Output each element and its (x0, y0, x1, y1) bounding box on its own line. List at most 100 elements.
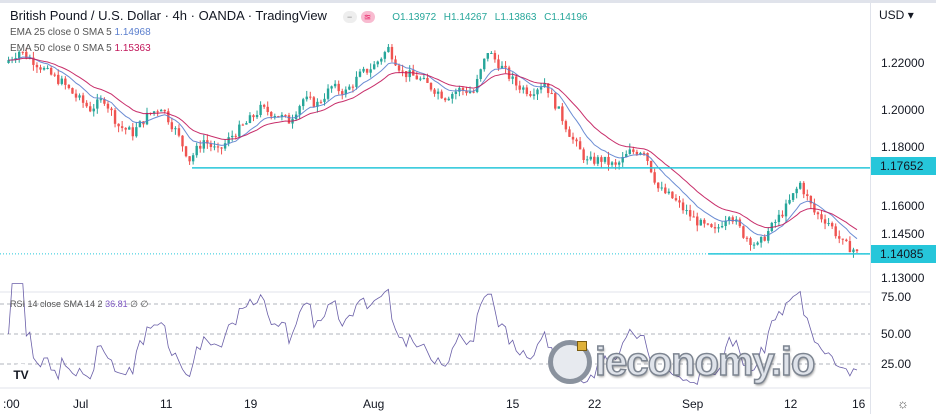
candle-body (213, 146, 216, 148)
candle-body (113, 110, 117, 124)
candle-body (610, 162, 614, 165)
candle-body (120, 126, 124, 128)
symbol-legend[interactable]: British Pound / U.S. Dollar · 4h · OANDA… (10, 8, 587, 23)
currency-selector[interactable]: USD ▾ (879, 8, 914, 22)
candle-body (131, 127, 134, 137)
candle-body (511, 76, 514, 79)
time-tick: 11 (160, 397, 173, 411)
price-axis[interactable]: USD ▾ 1.22000 1.20000 1.18000 1.16000 1.… (870, 0, 936, 414)
candle-body (220, 147, 223, 149)
candle-body (752, 244, 756, 246)
candle-body (653, 172, 656, 183)
minus-icon[interactable]: − (342, 10, 357, 23)
candle-body (67, 84, 71, 89)
candle-body (188, 156, 191, 162)
candle-body (433, 89, 436, 94)
candle-body (571, 136, 575, 140)
candle-body (475, 78, 479, 92)
candle-body (302, 99, 305, 107)
candle-body (539, 87, 543, 90)
candle-body (454, 91, 458, 94)
time-tick: 15 (506, 397, 520, 411)
candle-body (621, 157, 624, 163)
candle-body (440, 91, 443, 99)
candle-body (202, 140, 205, 149)
candle-body (337, 83, 340, 92)
candle-body (603, 156, 607, 162)
candle-body (550, 93, 553, 95)
candle-body (348, 86, 351, 90)
candle-body (46, 67, 49, 69)
candle-body (809, 196, 813, 204)
ema25-legend[interactable]: EMA 25 close 0 SMA 5 1.14968 (10, 27, 151, 38)
candle-body (749, 238, 752, 245)
candle-body (635, 151, 639, 155)
ohlc-low: L1.13863 (494, 12, 537, 23)
candle-body (472, 91, 475, 93)
candle-body (536, 89, 539, 95)
candle-body (174, 128, 177, 130)
candle-body (582, 149, 585, 160)
candle-body (387, 46, 390, 53)
candle-body (820, 214, 823, 220)
equal-icon[interactable]: ≊ (360, 10, 375, 23)
candle-body (25, 51, 28, 59)
candle-body (525, 87, 529, 95)
candle-body (199, 145, 202, 149)
settings-icon[interactable]: ☼ (897, 396, 909, 411)
candle-body (561, 106, 564, 122)
candle-body (841, 238, 844, 240)
time-tick: 22 (588, 397, 602, 411)
candle-body (557, 106, 560, 109)
candle-body (39, 67, 42, 70)
candle-body (110, 108, 113, 111)
candle-body (284, 114, 287, 116)
candle-body (128, 127, 131, 130)
candle-body (745, 237, 749, 239)
level-label-1: 1.17652 (871, 157, 936, 175)
candle-body (156, 111, 159, 113)
time-tick: :00 (3, 397, 20, 411)
candle-body (14, 58, 17, 60)
candle-body (554, 93, 557, 109)
candle-body (365, 68, 369, 73)
candle-body (312, 97, 316, 107)
rsi-extra: ∅ ∅ (130, 299, 149, 309)
candle-body (600, 157, 603, 162)
candle-body (855, 249, 859, 252)
rsi-legend[interactable]: RSI 14 close SMA 14 2 36.81 ∅ ∅ (10, 299, 148, 310)
candle-body (468, 91, 472, 94)
ema50-value: 1.15363 (114, 43, 151, 54)
candle-body (138, 121, 142, 128)
candle-body (380, 58, 383, 62)
rsi-tick: 50.00 (881, 327, 912, 341)
candle-body (195, 145, 198, 156)
chevron-down-icon: ▾ (907, 8, 914, 22)
candle-body (160, 109, 163, 112)
candle-body (404, 70, 408, 78)
candle-body (756, 242, 759, 245)
candle-body (522, 87, 525, 90)
candle-body (614, 162, 617, 165)
candle-body (632, 149, 635, 152)
candle-body (394, 59, 397, 66)
candle-body (273, 116, 276, 118)
price-tick: 1.16000 (881, 199, 925, 213)
candle-body (436, 91, 440, 94)
ema50-legend[interactable]: EMA 50 close 0 SMA 5 1.15363 (10, 43, 151, 54)
candle-body (245, 123, 248, 125)
candle-body (341, 91, 344, 95)
tradingview-logo[interactable]: TV (8, 364, 34, 386)
ohlc-close: C1.14196 (544, 12, 588, 23)
chart-canvas[interactable] (0, 0, 870, 414)
candle-body (330, 86, 333, 89)
candle-body (74, 93, 78, 98)
candle-body (724, 220, 727, 227)
candle-body (696, 216, 699, 226)
candle-body (35, 64, 39, 68)
candle-body (319, 101, 323, 103)
candle-body (333, 83, 337, 87)
candle-body (504, 65, 507, 68)
candle-body (802, 182, 805, 195)
candle-body (813, 203, 816, 213)
